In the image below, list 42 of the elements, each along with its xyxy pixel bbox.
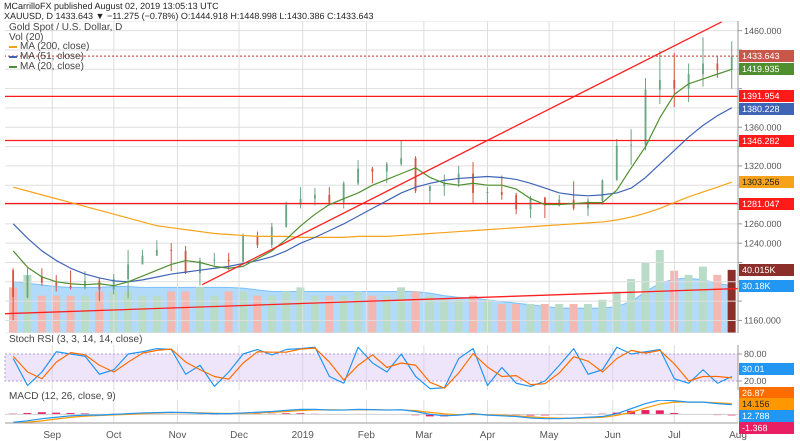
data-label: 30.01 [739, 363, 794, 376]
x-tick-label: Dec [230, 430, 248, 441]
text: 30.18K [739, 280, 794, 292]
y-tick-label: 80.00 [744, 349, 767, 360]
y-tick-label: 1160.000 [744, 316, 781, 326]
y-tick-label: 1320.000 [744, 161, 782, 172]
y-tick-label: 1260.000 [744, 219, 782, 230]
text: MCarrilloFX published August 02, 2019 13:05:13 UTC [4, 1, 219, 11]
y-tick-label: 1460.000 [744, 26, 782, 36]
data-label: 1380.228 [739, 102, 794, 115]
legend-label: MA (51, close) [19, 51, 84, 62]
data-label: 1303.256 [739, 176, 794, 188]
chart-title: Gold Spot / U.S. Dollar, D [9, 22, 122, 33]
x-tick-label: Jun [604, 430, 621, 441]
ref-line-label: 1391.954 [739, 90, 794, 102]
chart-title: Vol (20) [9, 32, 44, 43]
ref-line-label: 1346.282 [739, 134, 794, 146]
ref-line-label: 1281.047 [739, 198, 794, 210]
x-tick-label: Oct [106, 430, 122, 441]
text: -1.368 [739, 422, 794, 434]
x-tick-label: Apr [480, 430, 496, 441]
x-tick-label: Mar [415, 430, 434, 441]
data-label: 26.87 [739, 386, 794, 399]
x-tick-label: 2019 [292, 430, 314, 441]
text: 40.015K [739, 264, 794, 276]
legend-label: MA (200, close) [19, 41, 90, 52]
chart-title: Stoch RSI (3, 3, 14, 14, close) [9, 334, 142, 345]
x-tick-label: Sep [43, 430, 62, 441]
x-tick-label: Feb [358, 430, 376, 441]
ref-line-label: 1433.643 [739, 50, 794, 62]
legend-label: MA (20, close) [19, 61, 85, 72]
chart-title: MACD (12, 26, close, 9) [9, 391, 116, 402]
x-tick-label: Jul [668, 430, 681, 441]
text: 14.156 [739, 398, 794, 410]
annotation: XAUUSD, D 1433.643 ▼ −11.275 (−0.78%) O:1444.918 H:1448.998 L:1430.386 C:1433.643 [4, 11, 374, 21]
text: 12.788 [739, 410, 794, 422]
data-label: 1419.935 [739, 63, 794, 76]
y-tick-label: 1240.000 [744, 238, 782, 248]
x-tick-label: May [540, 430, 559, 441]
x-tick-label: Nov [168, 430, 186, 441]
y-tick-label: 20.00 [744, 376, 767, 386]
y-tick-label: 1360.000 [744, 122, 782, 132]
